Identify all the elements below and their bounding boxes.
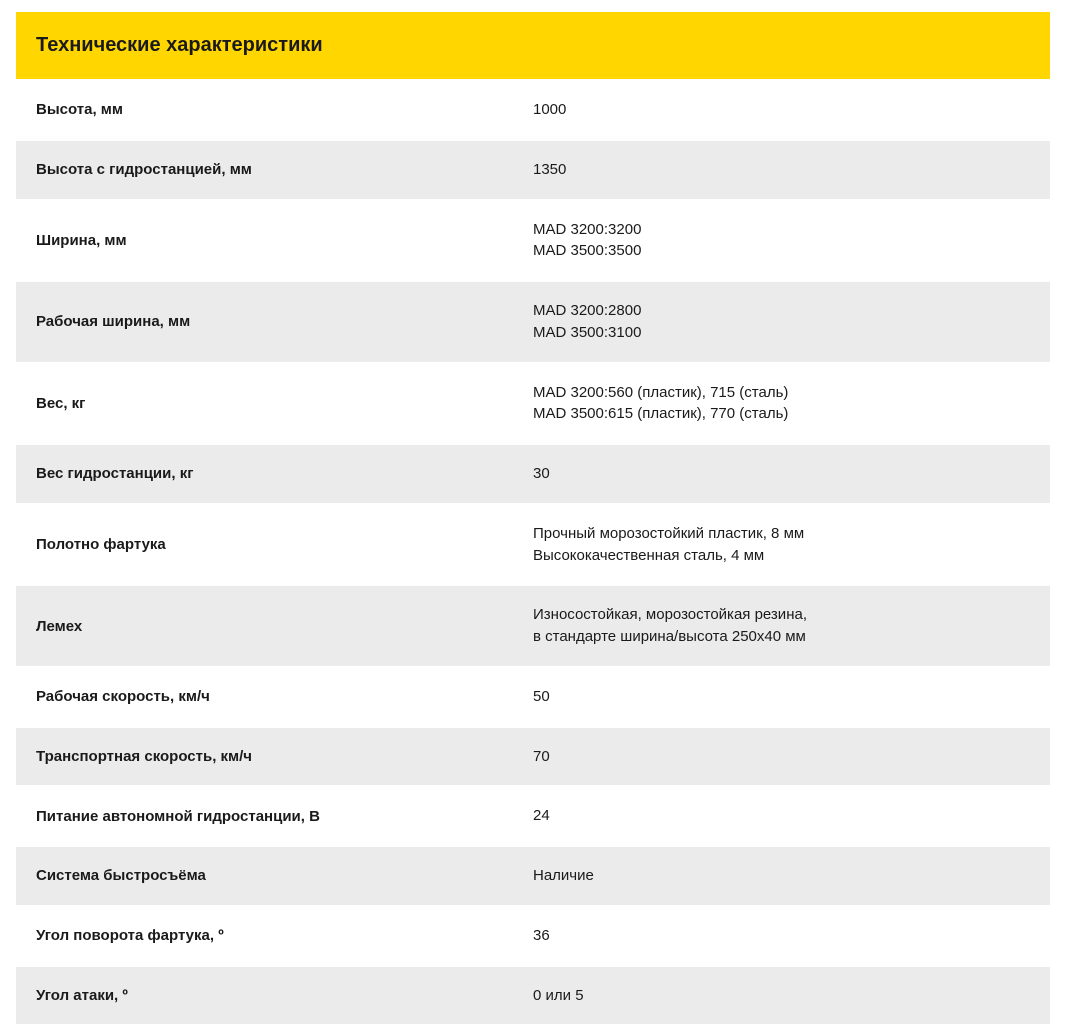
row-value: Наличие xyxy=(533,865,1030,887)
row-label: Рабочая скорость, км/ч xyxy=(36,688,533,705)
row-label: Лемех xyxy=(36,618,533,635)
row-label: Рабочая ширина, мм xyxy=(36,313,533,330)
table-row: Система быстросъёмаНаличие xyxy=(16,845,1050,905)
row-value: 30 xyxy=(533,463,1030,485)
row-value: 24 xyxy=(533,805,1030,827)
table-row: Вес, кгMAD 3200:560 (пластик), 715 (стал… xyxy=(16,362,1050,444)
specs-table: Технические характеристики Высота, мм100… xyxy=(16,12,1050,1024)
table-row: Вес гидростанции, кг30 xyxy=(16,443,1050,503)
row-label: Высота, мм xyxy=(36,101,533,118)
row-value: 70 xyxy=(533,746,1030,768)
row-value: MAD 3200:560 (пластик), 715 (сталь) MAD … xyxy=(533,382,1030,426)
row-label: Вес, кг xyxy=(36,395,533,412)
row-value: 1350 xyxy=(533,159,1030,181)
table-row: Ширина, ммMAD 3200:3200 MAD 3500:3500 xyxy=(16,199,1050,281)
row-label: Питание автономной гидростанции, В xyxy=(36,808,533,825)
row-value: Прочный морозостойкий пластик, 8 мм Высо… xyxy=(533,523,1030,567)
table-row: Рабочая ширина, ммMAD 3200:2800 MAD 3500… xyxy=(16,280,1050,362)
table-row: Угол атаки, º0 или 5 xyxy=(16,965,1050,1025)
table-row: Высота с гидростанцией, мм1350 xyxy=(16,139,1050,199)
table-row: Питание автономной гидростанции, В24 xyxy=(16,785,1050,845)
row-label: Транспортная скорость, км/ч xyxy=(36,748,533,765)
row-label: Высота с гидростанцией, мм xyxy=(36,161,533,178)
table-row: Высота, мм1000 xyxy=(16,79,1050,139)
row-value: 36 xyxy=(533,925,1030,947)
row-value: 1000 xyxy=(533,99,1030,121)
table-body: Высота, мм1000Высота с гидростанцией, мм… xyxy=(16,79,1050,1024)
row-label: Угол поворота фартука, º xyxy=(36,927,533,944)
table-row: Полотно фартукаПрочный морозостойкий пла… xyxy=(16,503,1050,585)
row-value: MAD 3200:2800 MAD 3500:3100 xyxy=(533,300,1030,344)
table-row: Рабочая скорость, км/ч50 xyxy=(16,666,1050,726)
table-row: ЛемехИзносостойкая, морозостойкая резина… xyxy=(16,584,1050,666)
row-label: Полотно фартука xyxy=(36,536,533,553)
row-label: Ширина, мм xyxy=(36,232,533,249)
row-label: Угол атаки, º xyxy=(36,987,533,1004)
row-label: Вес гидростанции, кг xyxy=(36,465,533,482)
table-row: Транспортная скорость, км/ч70 xyxy=(16,726,1050,786)
row-value: 0 или 5 xyxy=(533,985,1030,1007)
row-label: Система быстросъёма xyxy=(36,867,533,884)
table-row: Угол поворота фартука, º36 xyxy=(16,905,1050,965)
row-value: Износостойкая, морозостойкая резина, в с… xyxy=(533,604,1030,648)
table-title: Технические характеристики xyxy=(16,12,1050,79)
row-value: 50 xyxy=(533,686,1030,708)
row-value: MAD 3200:3200 MAD 3500:3500 xyxy=(533,219,1030,263)
